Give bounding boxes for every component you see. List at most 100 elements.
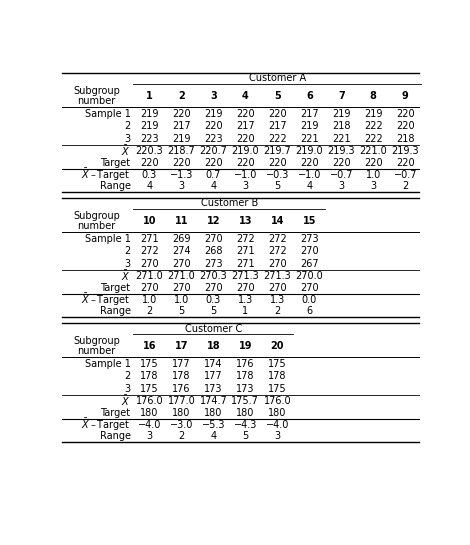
Text: 10: 10	[143, 216, 156, 226]
Text: 3: 3	[338, 181, 345, 191]
Text: $\bar{X}$ – Target: $\bar{X}$ – Target	[81, 166, 131, 183]
Text: 175: 175	[140, 359, 159, 369]
Text: 15: 15	[303, 216, 316, 226]
Text: number: number	[78, 221, 116, 231]
Text: 17: 17	[175, 341, 188, 351]
Text: 219.3: 219.3	[328, 146, 355, 156]
Text: 175: 175	[140, 384, 159, 394]
Text: 219: 219	[204, 108, 223, 119]
Text: 175.7: 175.7	[231, 396, 259, 406]
Text: 14: 14	[271, 216, 284, 226]
Text: 271.0: 271.0	[167, 271, 195, 281]
Text: Subgroup: Subgroup	[73, 86, 120, 96]
Text: 271.0: 271.0	[135, 271, 163, 281]
Text: 219: 219	[140, 108, 159, 119]
Text: 219.7: 219.7	[264, 146, 291, 156]
Text: −1.3: −1.3	[170, 169, 193, 179]
Text: 220: 220	[396, 158, 415, 168]
Text: 11: 11	[175, 216, 188, 226]
Text: 220: 220	[236, 134, 255, 144]
Text: 173: 173	[204, 384, 223, 394]
Text: 223: 223	[140, 134, 159, 144]
Text: 177.0: 177.0	[167, 396, 195, 406]
Text: 267: 267	[300, 259, 319, 269]
Text: 6: 6	[306, 306, 313, 316]
Text: Customer B: Customer B	[201, 198, 258, 209]
Text: 220: 220	[396, 108, 415, 119]
Text: 2: 2	[274, 306, 281, 316]
Text: −0.7: −0.7	[393, 169, 417, 179]
Text: −3.0: −3.0	[170, 420, 193, 429]
Text: $\bar{X}$ – Target: $\bar{X}$ – Target	[81, 292, 131, 307]
Text: 177: 177	[172, 359, 191, 369]
Text: 180: 180	[204, 408, 223, 418]
Text: 5: 5	[242, 432, 249, 441]
Text: 272: 272	[236, 234, 255, 244]
Text: 18: 18	[206, 341, 220, 351]
Text: 177: 177	[204, 371, 223, 382]
Text: −4.3: −4.3	[234, 420, 257, 429]
Text: Target: Target	[101, 158, 131, 168]
Text: 221: 221	[332, 134, 351, 144]
Text: 2: 2	[178, 432, 185, 441]
Text: 19: 19	[239, 341, 252, 351]
Text: −0.7: −0.7	[329, 169, 353, 179]
Text: 1.0: 1.0	[366, 169, 381, 179]
Text: 180: 180	[172, 408, 190, 418]
Text: 176.0: 176.0	[136, 396, 163, 406]
Text: 220: 220	[268, 108, 287, 119]
Text: Range: Range	[100, 306, 131, 316]
Text: 176: 176	[172, 384, 191, 394]
Text: 222: 222	[364, 121, 383, 131]
Text: 218: 218	[332, 121, 351, 131]
Text: 16: 16	[143, 341, 156, 351]
Text: 220: 220	[236, 108, 255, 119]
Text: 176.0: 176.0	[264, 396, 291, 406]
Text: 1.3: 1.3	[270, 294, 285, 305]
Text: 3: 3	[243, 181, 249, 191]
Text: 219: 219	[364, 108, 383, 119]
Text: 3: 3	[146, 432, 152, 441]
Text: 271: 271	[236, 259, 255, 269]
Text: 174: 174	[204, 359, 223, 369]
Text: −4.0: −4.0	[266, 420, 289, 429]
Text: 220: 220	[172, 158, 191, 168]
Text: 219: 219	[300, 121, 319, 131]
Text: 220: 220	[364, 158, 383, 168]
Text: 3: 3	[370, 181, 376, 191]
Text: 1.3: 1.3	[238, 294, 253, 305]
Text: 272: 272	[140, 246, 159, 256]
Text: 180: 180	[236, 408, 255, 418]
Text: 178: 178	[172, 371, 191, 382]
Text: −5.3: −5.3	[202, 420, 225, 429]
Text: Subgroup: Subgroup	[73, 336, 120, 346]
Text: 268: 268	[204, 246, 223, 256]
Text: 219: 219	[140, 121, 159, 131]
Text: 4: 4	[306, 181, 313, 191]
Text: 1.0: 1.0	[174, 294, 189, 305]
Text: 220: 220	[268, 158, 287, 168]
Text: −4.0: −4.0	[138, 420, 161, 429]
Text: Sample 1: Sample 1	[85, 234, 131, 244]
Text: 175: 175	[268, 384, 287, 394]
Text: −1.0: −1.0	[298, 169, 321, 179]
Text: 0.7: 0.7	[206, 169, 221, 179]
Text: Customer A: Customer A	[249, 74, 306, 83]
Text: 220: 220	[204, 158, 223, 168]
Text: 218: 218	[396, 134, 415, 144]
Text: number: number	[78, 346, 116, 356]
Text: Target: Target	[101, 408, 131, 418]
Text: Sample 1: Sample 1	[85, 108, 131, 119]
Text: 220: 220	[236, 158, 255, 168]
Text: 2: 2	[146, 306, 153, 316]
Text: 3: 3	[274, 432, 281, 441]
Text: 2: 2	[402, 181, 408, 191]
Text: 270: 270	[140, 259, 159, 269]
Text: $\bar{X}$ – Target: $\bar{X}$ – Target	[81, 416, 131, 433]
Text: 4: 4	[242, 91, 249, 101]
Text: 4: 4	[210, 181, 217, 191]
Text: 1.0: 1.0	[142, 294, 157, 305]
Text: 270: 270	[300, 246, 319, 256]
Text: 220: 220	[396, 121, 415, 131]
Text: Sample 1: Sample 1	[85, 359, 131, 369]
